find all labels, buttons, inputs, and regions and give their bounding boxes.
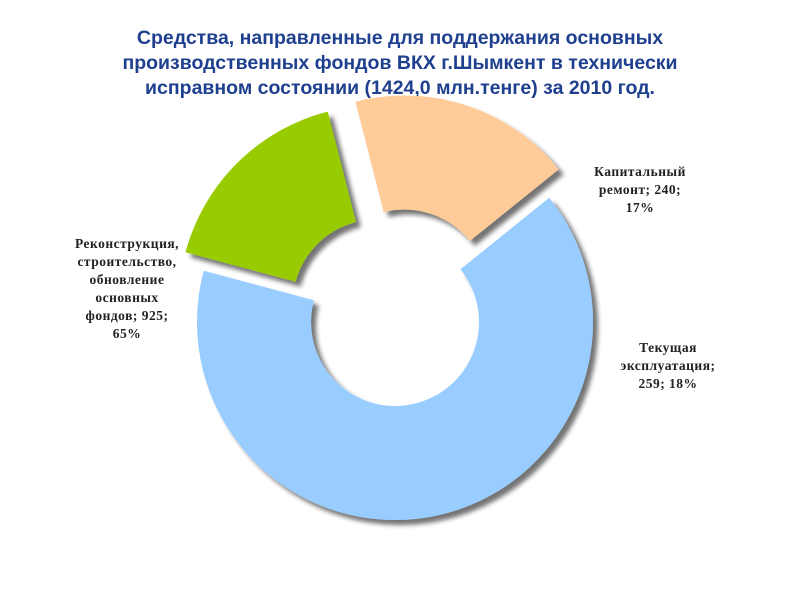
slice-label-line: Капитальный (594, 164, 686, 179)
slice-1 (185, 111, 356, 282)
slice-label-line: фондов; 925; (85, 308, 168, 323)
chart-title: Средства, направленные для поддержания о… (60, 26, 740, 101)
slice-label-line: 17% (626, 200, 655, 215)
title-line-3: исправном состоянии (1424,0 млн.тенге) з… (145, 77, 655, 99)
slice-label-line: Реконструкция, (75, 236, 179, 251)
title-line-1: Средства, направленные для поддержания о… (136, 27, 664, 49)
slice-2 (355, 95, 559, 241)
slice-label-line: эксплуатация; (621, 358, 716, 373)
slice-label-line: 65% (113, 326, 142, 341)
slice-label-2: Текущая эксплуатация; 259; 18% (621, 340, 716, 391)
slice-label-1: Капитальный ремонт; 240; 17% (594, 164, 686, 215)
slices-group (185, 95, 593, 521)
slice-label-line: строительство, (77, 254, 176, 269)
slice-label-line: 259; 18% (638, 376, 697, 391)
labels-group: Капитальный ремонт; 240; 17% Текущая эксплуа… (75, 164, 716, 391)
slice-label-line: основных (95, 290, 158, 305)
slice-label-line: обновление (90, 272, 165, 287)
slice-label-3: Реконструкция, строительство, обновление ос… (75, 236, 179, 341)
title-line-2: производственных фондов ВКХ г.Шымкент в … (122, 52, 678, 74)
slice-label-line: Текущая (639, 340, 697, 355)
slice-label-line: ремонт; 240; (599, 182, 681, 197)
slice-3 (196, 197, 593, 521)
